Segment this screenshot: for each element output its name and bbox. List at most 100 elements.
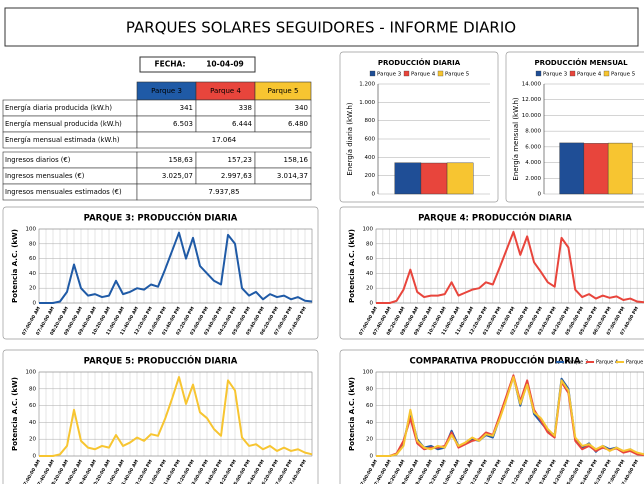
y-tick-label: 600 bbox=[365, 137, 376, 143]
bar bbox=[420, 162, 448, 195]
legend-label: Parque 5 bbox=[611, 72, 636, 78]
row-label: Energía diaria producida (kW.h) bbox=[5, 104, 112, 112]
y-tick-label: 80 bbox=[366, 386, 373, 392]
column-header-label: Parque 3 bbox=[151, 87, 182, 95]
y-tick-label: 4.000 bbox=[525, 160, 541, 166]
column-header-label: Parque 4 bbox=[210, 87, 241, 95]
legend-label: Parque 4 bbox=[577, 72, 602, 78]
y-tick-label: 0 bbox=[33, 301, 37, 307]
chart-title: PARQUE 3: PRODUCCIÓN DIARIA bbox=[84, 212, 238, 224]
legend-swatch bbox=[369, 70, 376, 77]
row-label: Ingresos mensuales estimados (€) bbox=[5, 188, 122, 196]
title-box bbox=[4, 7, 639, 47]
column-header-label: Parque 5 bbox=[268, 87, 299, 95]
y-tick-label: 1.000 bbox=[359, 100, 375, 106]
y-tick-label: 60 bbox=[29, 403, 36, 409]
table-cell bbox=[136, 183, 312, 201]
bar bbox=[394, 162, 422, 195]
bar bbox=[559, 142, 585, 195]
y-tick-label: 40 bbox=[29, 271, 36, 277]
y-tick-label: 100 bbox=[26, 370, 37, 376]
chart-title: PRODUCCIÓN DIARIA bbox=[378, 58, 461, 67]
y-tick-label: 0 bbox=[33, 454, 37, 460]
cell-value: 3.014,37 bbox=[277, 172, 308, 180]
plot-frame bbox=[38, 228, 313, 304]
row-label: Ingresos mensuales (€) bbox=[5, 172, 85, 180]
y-tick-label: 100 bbox=[26, 227, 37, 233]
cell-value: 17.064 bbox=[212, 136, 237, 144]
cell-value: 7.937,85 bbox=[208, 188, 239, 196]
chart-panel bbox=[339, 206, 644, 340]
cell-value: 157,23 bbox=[228, 156, 253, 164]
y-tick-label: 0 bbox=[370, 301, 374, 307]
y-tick-label: 0 bbox=[372, 192, 376, 198]
y-tick-label: 8.000 bbox=[525, 129, 541, 135]
chart-title: PARQUE 5: PRODUCCIÓN DIARIA bbox=[84, 355, 238, 367]
plot-frame bbox=[375, 371, 644, 457]
y-tick-label: 0 bbox=[370, 454, 374, 460]
row-label: Ingresos diarios (€) bbox=[5, 156, 71, 164]
legend-swatch bbox=[437, 70, 444, 77]
legend-label: Parque 4 bbox=[596, 360, 618, 366]
line bbox=[376, 376, 644, 457]
cell-value: 2.997,63 bbox=[221, 172, 252, 180]
cell-value: 6.444 bbox=[232, 120, 253, 128]
y-tick-label: 80 bbox=[366, 241, 373, 247]
legend-swatch bbox=[569, 70, 576, 77]
plot-frame bbox=[38, 371, 313, 457]
y-tick-label: 20 bbox=[29, 437, 36, 443]
y-tick-label: 60 bbox=[29, 256, 36, 262]
legend-label: Parque 3 bbox=[543, 72, 568, 78]
date-value: 10-04-09 bbox=[206, 60, 244, 69]
chart-title: COMPARATIVA PRODUCCIÓN DIARIA bbox=[410, 355, 581, 367]
date-label: FECHA: bbox=[155, 60, 186, 69]
y-tick-label: 20 bbox=[366, 437, 373, 443]
page-title: PARQUES SOLARES SEGUIDORES - INFORME DIA… bbox=[126, 19, 516, 37]
y-axis-label: Potencia A.C. (kW) bbox=[348, 377, 356, 451]
y-tick-label: 400 bbox=[365, 155, 376, 161]
chart-panel bbox=[2, 349, 319, 484]
y-tick-label: 800 bbox=[365, 118, 376, 124]
y-tick-label: 20 bbox=[29, 286, 36, 292]
y-tick-label: 40 bbox=[366, 271, 373, 277]
cell-value: 158,16 bbox=[284, 156, 309, 164]
cell-value: 3.025,07 bbox=[162, 172, 193, 180]
chart-title: PARQUE 4: PRODUCCIÓN DIARIA bbox=[418, 212, 572, 224]
y-tick-label: 10.000 bbox=[522, 113, 542, 119]
cell-value: 158,63 bbox=[169, 156, 194, 164]
cell-value: 6.480 bbox=[288, 120, 308, 128]
legend-label: Parque 3 bbox=[566, 360, 588, 366]
chart-panel bbox=[2, 206, 319, 340]
plot-frame bbox=[375, 228, 644, 304]
line bbox=[39, 376, 313, 457]
bar bbox=[583, 143, 609, 195]
legend-swatch bbox=[403, 70, 410, 77]
legend-label: Parque 5 bbox=[626, 360, 644, 366]
cell-value: 340 bbox=[295, 104, 308, 112]
y-axis-label: Potencia A.C. (kW) bbox=[11, 229, 19, 303]
legend-label: Parque 4 bbox=[411, 72, 436, 78]
y-tick-label: 80 bbox=[29, 241, 36, 247]
bar bbox=[607, 142, 633, 195]
y-axis-label: Energía diaria (kW.h) bbox=[346, 102, 354, 175]
y-tick-label: 100 bbox=[363, 370, 374, 376]
y-tick-label: 60 bbox=[366, 256, 373, 262]
y-tick-label: 12.000 bbox=[522, 97, 542, 103]
y-tick-label: 40 bbox=[366, 420, 373, 426]
y-tick-label: 200 bbox=[365, 173, 376, 179]
line bbox=[376, 230, 644, 304]
cell-value: 341 bbox=[180, 104, 193, 112]
y-axis-label: Energía mensual (kW.h) bbox=[512, 97, 520, 180]
row-label: Energía mensual producida (kW.h) bbox=[5, 120, 122, 128]
cell-value: 338 bbox=[239, 104, 252, 112]
y-tick-label: 80 bbox=[29, 386, 36, 392]
y-tick-label: 2.000 bbox=[525, 176, 541, 182]
legend-swatch bbox=[535, 70, 542, 77]
y-tick-label: 60 bbox=[366, 403, 373, 409]
chart-panel bbox=[339, 349, 644, 484]
y-tick-label: 6.000 bbox=[525, 144, 541, 150]
y-tick-label: 0 bbox=[538, 192, 542, 198]
y-tick-label: 1.200 bbox=[359, 82, 375, 88]
legend-swatch bbox=[603, 70, 610, 77]
